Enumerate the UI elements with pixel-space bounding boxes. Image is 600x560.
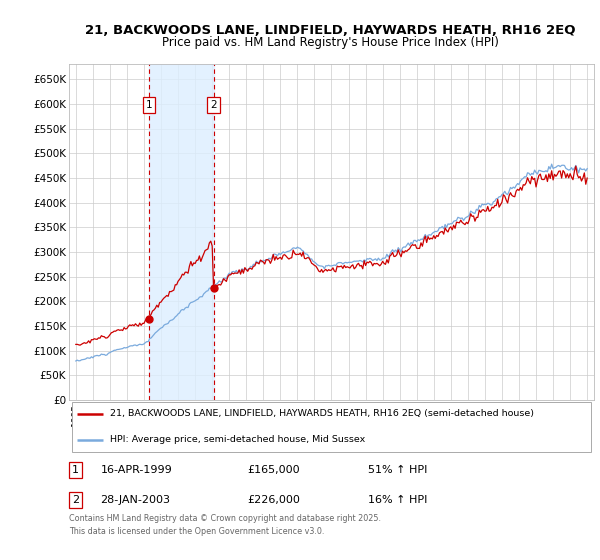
Text: 21, BACKWOODS LANE, LINDFIELD, HAYWARDS HEATH, RH16 2EQ: 21, BACKWOODS LANE, LINDFIELD, HAYWARDS …	[85, 24, 575, 37]
Text: 2: 2	[210, 100, 217, 110]
Text: 16-APR-1999: 16-APR-1999	[101, 465, 172, 475]
Text: 28-JAN-2003: 28-JAN-2003	[101, 495, 170, 505]
Text: HPI: Average price, semi-detached house, Mid Sussex: HPI: Average price, semi-detached house,…	[110, 435, 365, 444]
Text: 2: 2	[72, 495, 79, 505]
Text: 51% ↑ HPI: 51% ↑ HPI	[368, 465, 428, 475]
FancyBboxPatch shape	[71, 402, 592, 451]
Text: £165,000: £165,000	[248, 465, 300, 475]
Text: 1: 1	[146, 100, 152, 110]
Text: Price paid vs. HM Land Registry's House Price Index (HPI): Price paid vs. HM Land Registry's House …	[161, 36, 499, 49]
Text: Contains HM Land Registry data © Crown copyright and database right 2025.
This d: Contains HM Land Registry data © Crown c…	[69, 514, 381, 536]
Text: 21, BACKWOODS LANE, LINDFIELD, HAYWARDS HEATH, RH16 2EQ (semi-detached house): 21, BACKWOODS LANE, LINDFIELD, HAYWARDS …	[110, 409, 534, 418]
Bar	[149, 64, 214, 400]
Text: £226,000: £226,000	[248, 495, 301, 505]
Text: 1: 1	[72, 465, 79, 475]
Text: 16% ↑ HPI: 16% ↑ HPI	[368, 495, 428, 505]
